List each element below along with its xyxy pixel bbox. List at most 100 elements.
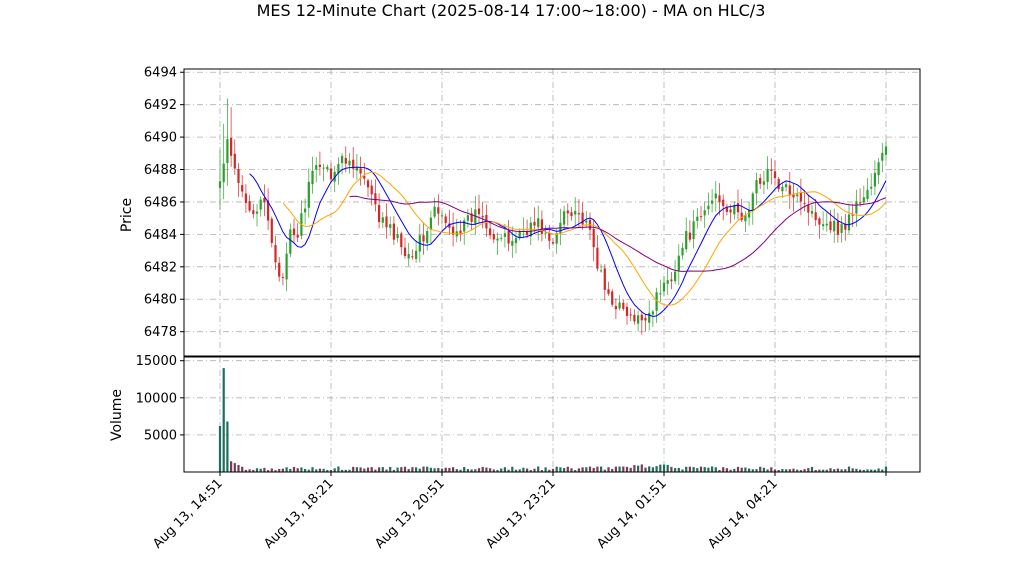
volume-bar bbox=[233, 463, 236, 472]
volume-bar bbox=[818, 469, 821, 472]
candle-body bbox=[847, 214, 851, 231]
volume-bar bbox=[555, 466, 558, 472]
price-tick-label: 6482 bbox=[144, 260, 177, 275]
volume-bar bbox=[851, 468, 854, 472]
volume-bar bbox=[229, 461, 233, 472]
volume-bar bbox=[329, 469, 333, 472]
volume-bar bbox=[311, 467, 314, 472]
volume-bar bbox=[784, 469, 788, 472]
volume-bar bbox=[544, 467, 547, 472]
volume-bar bbox=[218, 426, 222, 472]
candle-body bbox=[699, 216, 703, 218]
price-tick-label: 6488 bbox=[144, 163, 177, 178]
candle-body bbox=[400, 233, 403, 248]
volume-bar bbox=[540, 470, 544, 472]
candle-body bbox=[444, 216, 447, 224]
volume-bar bbox=[877, 468, 880, 472]
candle-body bbox=[278, 262, 281, 277]
candle-body bbox=[592, 228, 595, 248]
candle-body bbox=[640, 314, 643, 321]
volume-bar bbox=[244, 469, 248, 472]
candle-body bbox=[263, 197, 266, 203]
price-tick-label: 6492 bbox=[144, 98, 177, 113]
volume-bar bbox=[514, 469, 518, 472]
volume-bar bbox=[759, 466, 762, 472]
volume-bar bbox=[692, 467, 695, 472]
candle-body bbox=[770, 169, 773, 171]
candle-body bbox=[788, 185, 791, 196]
chart-title: MES 12-Minute Chart (2025-08-14 17:00~18… bbox=[257, 1, 766, 20]
price-tick-label: 6484 bbox=[144, 228, 177, 243]
candle-body bbox=[651, 311, 655, 315]
volume-bar bbox=[315, 469, 318, 472]
candle-body bbox=[514, 238, 518, 244]
candle-body bbox=[222, 163, 225, 183]
volume-bar bbox=[407, 469, 410, 472]
candle-body bbox=[622, 302, 625, 309]
x-tick-label: Aug 13, 20:51 bbox=[372, 476, 448, 552]
candle-body bbox=[459, 230, 462, 234]
candle-body bbox=[718, 195, 721, 202]
volume-bar bbox=[807, 468, 810, 472]
candle-body bbox=[433, 206, 436, 217]
volume-bar bbox=[481, 466, 484, 472]
candle-body bbox=[544, 232, 547, 234]
candle-body bbox=[488, 228, 492, 236]
volume-y-axis: 5000 10000 15000 bbox=[136, 354, 184, 443]
candle-body bbox=[648, 312, 651, 323]
volume-bar bbox=[670, 466, 673, 472]
candle-body bbox=[303, 208, 307, 213]
candle-body bbox=[292, 228, 296, 236]
volume-bar bbox=[603, 469, 606, 472]
volume-bar bbox=[655, 466, 658, 472]
volume-bar bbox=[681, 469, 684, 472]
volume-bar bbox=[688, 466, 692, 472]
price-tick-label: 6478 bbox=[144, 325, 177, 340]
candle-body bbox=[241, 185, 244, 192]
x-tick-label: Aug 13, 18:21 bbox=[261, 476, 337, 552]
candle-body bbox=[244, 193, 248, 203]
volume-bar bbox=[629, 467, 632, 472]
candle-body bbox=[381, 217, 384, 223]
volume-bar bbox=[858, 469, 862, 472]
candle-body bbox=[703, 210, 706, 216]
candle-body bbox=[374, 193, 377, 205]
volume-bar bbox=[403, 466, 407, 472]
volume-bar bbox=[466, 469, 470, 472]
candle-body bbox=[229, 137, 233, 156]
candle-body bbox=[503, 233, 507, 237]
candle-body bbox=[296, 234, 299, 238]
candle-body bbox=[633, 314, 636, 322]
candle-body bbox=[555, 233, 558, 244]
candle-body bbox=[422, 235, 425, 242]
volume-bar bbox=[377, 467, 381, 472]
volume-bar bbox=[507, 469, 510, 472]
volume-bar bbox=[618, 466, 621, 472]
volume-bar bbox=[625, 466, 629, 472]
volume-bar bbox=[385, 469, 388, 472]
candle-body bbox=[226, 139, 229, 164]
volume-bar bbox=[300, 467, 303, 472]
x-tick-label: Aug 13, 14:51 bbox=[150, 476, 226, 552]
candle-body bbox=[781, 186, 784, 192]
candle-body bbox=[485, 214, 488, 229]
volume-bar bbox=[559, 467, 562, 472]
volume-bar bbox=[337, 466, 340, 472]
candle-body bbox=[596, 247, 599, 269]
candle-body bbox=[577, 213, 581, 215]
volume-bar bbox=[440, 468, 444, 472]
candle-body bbox=[755, 180, 758, 194]
volume-bar bbox=[411, 467, 414, 472]
volume-bar bbox=[477, 468, 481, 472]
volume-bar bbox=[574, 470, 577, 472]
volume-bar bbox=[255, 468, 259, 472]
volume-bar bbox=[847, 466, 851, 472]
candle-body bbox=[814, 212, 817, 221]
volume-bar bbox=[437, 468, 440, 472]
candle-body bbox=[440, 215, 444, 217]
candle-body bbox=[796, 194, 799, 197]
candle-body bbox=[477, 208, 481, 215]
candle-body bbox=[766, 168, 769, 183]
volume-bar bbox=[414, 467, 418, 472]
